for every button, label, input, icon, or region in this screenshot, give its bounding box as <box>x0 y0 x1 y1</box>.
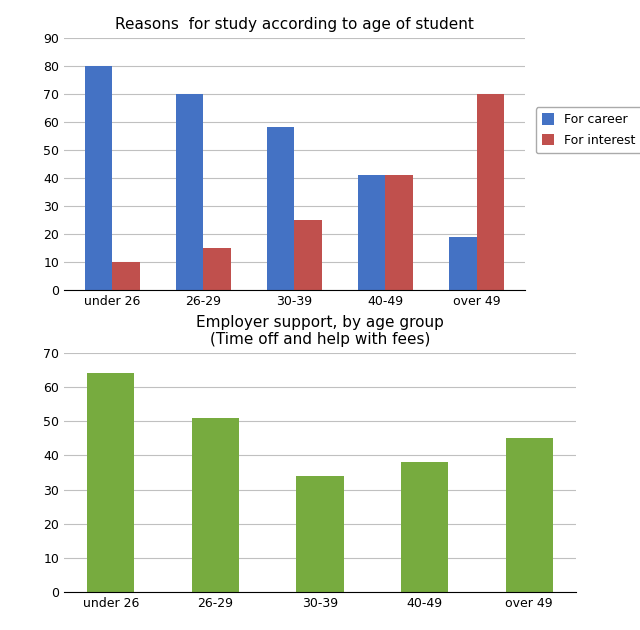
Bar <box>385 175 413 290</box>
Bar <box>296 476 344 592</box>
Bar <box>477 94 504 290</box>
Bar <box>506 438 553 592</box>
Bar <box>112 262 140 290</box>
Bar <box>87 374 134 592</box>
Bar <box>401 462 448 592</box>
Bar <box>192 418 239 592</box>
Bar <box>267 127 294 290</box>
Bar <box>294 220 322 290</box>
Bar <box>449 237 477 290</box>
Bar <box>358 175 385 290</box>
Title: Employer support, by age group
(Time off and help with fees): Employer support, by age group (Time off… <box>196 315 444 348</box>
Bar <box>85 66 112 290</box>
Legend: For career, For interest: For career, For interest <box>536 107 640 153</box>
Bar <box>176 94 204 290</box>
Title: Reasons  for study according to age of student: Reasons for study according to age of st… <box>115 18 474 33</box>
Bar <box>204 248 230 290</box>
